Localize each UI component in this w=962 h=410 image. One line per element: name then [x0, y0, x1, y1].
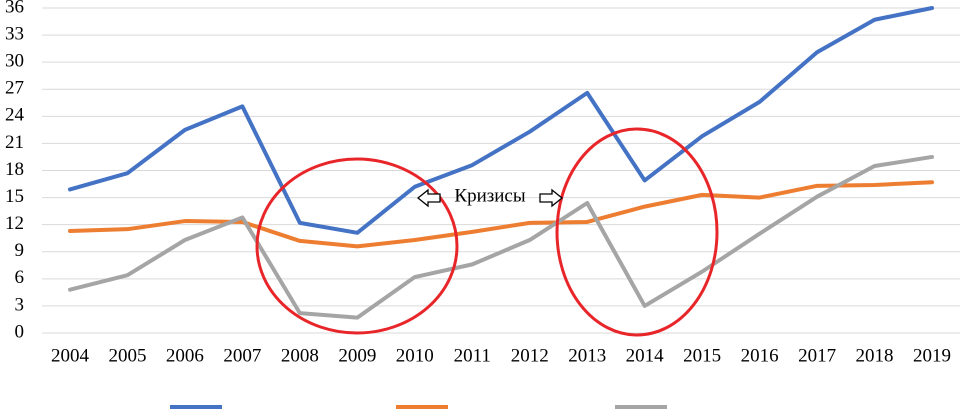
y-tick-label: 9: [15, 240, 25, 261]
arrow-left: [416, 188, 441, 208]
crisis-markers: [255, 127, 719, 337]
y-tick-label: 21: [5, 132, 24, 153]
grid: [42, 7, 960, 334]
arrow-right: [539, 188, 564, 208]
x-tick-label: 2004: [51, 345, 90, 366]
series-line: [68, 154, 934, 320]
x-tick-label: 2012: [511, 345, 549, 366]
x-tick-label: 2016: [741, 345, 779, 366]
y-tick-label: 36: [5, 0, 24, 17]
x-tick-label: 2008: [281, 345, 319, 366]
series-line: [68, 6, 934, 235]
x-tick-label: 2015: [683, 345, 721, 366]
plot-area: [68, 6, 934, 320]
x-tick-label: 2011: [454, 345, 491, 366]
y-tick-label: 27: [5, 78, 24, 99]
y-tick-label: 0: [15, 321, 25, 342]
y-tick-label: 24: [5, 105, 25, 126]
x-tick-label: 2010: [396, 345, 434, 366]
x-tick-label: 2013: [568, 345, 606, 366]
y-tick-label: 33: [5, 23, 24, 44]
y-tick-label: 30: [5, 51, 24, 72]
x-tick-label: 2009: [338, 345, 376, 366]
series-line: [68, 180, 934, 249]
x-tick-label: 2007: [223, 345, 261, 366]
x-tick-label: 2018: [856, 345, 894, 366]
y-tick-label: 18: [5, 159, 24, 180]
x-tick-label: 2014: [626, 345, 665, 366]
y-tick-label: 12: [5, 213, 24, 234]
y-tick-label: 15: [5, 186, 24, 207]
x-tick-label: 2019: [913, 345, 951, 366]
crisis-circle: [555, 127, 719, 337]
crisis-circle: [255, 157, 459, 335]
x-tick-label: 2006: [166, 345, 204, 366]
y-tick-label: 3: [15, 294, 25, 315]
annotation: Кризисы: [454, 185, 525, 206]
x-tick-label: 2005: [108, 345, 146, 366]
y-tick-label: 6: [15, 267, 25, 288]
annotation-arrows: [416, 188, 564, 208]
x-tick-label: 2017: [798, 345, 836, 366]
